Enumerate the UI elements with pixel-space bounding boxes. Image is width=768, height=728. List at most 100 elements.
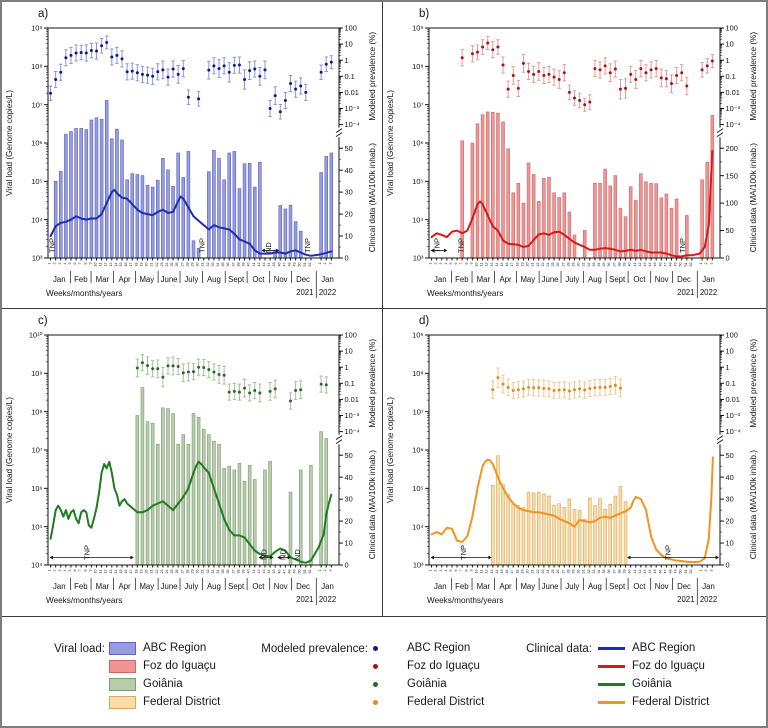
svg-text:39: 39 [623, 263, 627, 267]
svg-text:46: 46 [658, 570, 662, 574]
panel-c: 10⁴ 10⁵ 10⁶ 10⁷ 10⁸ 10⁹ 10¹⁰ 100 10 1 0.1 0.01 10⁻³ 1… [2, 309, 383, 616]
svg-text:7: 7 [78, 263, 82, 265]
svg-text:10⁹: 10⁹ [31, 24, 42, 33]
svg-text:24: 24 [165, 570, 169, 574]
svg-text:32: 32 [587, 263, 591, 267]
svg-text:48: 48 [669, 263, 673, 267]
axes [44, 27, 343, 261]
svg-text:51: 51 [684, 263, 688, 267]
svg-text:12: 12 [104, 263, 108, 267]
svg-text:July: July [184, 275, 198, 284]
viral-load-bars [460, 111, 715, 259]
svg-text:2: 2 [704, 570, 708, 572]
svg-text:35: 35 [602, 263, 606, 267]
svg-text:30: 30 [345, 188, 353, 197]
svg-text:10⁷: 10⁷ [32, 446, 43, 455]
legend-line-row-3: Federal District [598, 693, 709, 711]
svg-text:15: 15 [500, 263, 504, 267]
svg-text:5: 5 [449, 570, 453, 572]
svg-text:10⁶: 10⁶ [31, 139, 42, 148]
svg-text:0.1: 0.1 [726, 72, 736, 81]
svg-text:10: 10 [94, 570, 98, 574]
svg-text:26: 26 [556, 263, 560, 267]
svg-text:52: 52 [689, 263, 693, 267]
svg-text:52: 52 [689, 570, 693, 574]
svg-text:24: 24 [546, 263, 550, 267]
svg-text:38: 38 [617, 263, 621, 267]
svg-text:10⁷: 10⁷ [413, 407, 424, 416]
week-tick-labels: 1 2 3 4 5 6 7 8 9 10 11 12 13 14 15 16 17 18 19 20 21 22 23 24 2… [48, 263, 333, 267]
svg-text:52: 52 [308, 570, 312, 574]
svg-text:10⁻³: 10⁻³ [345, 104, 360, 113]
svg-text:25: 25 [551, 570, 555, 574]
svg-text:45: 45 [653, 570, 657, 574]
panel-grid: 10³ 10⁴ 10⁵ 10⁶ 10⁷ 10⁸ 10⁹ 100 10 1 0.1 0.01 10⁻³ 10… [2, 2, 766, 616]
svg-text:46: 46 [277, 263, 281, 267]
svg-text:June: June [542, 582, 559, 591]
svg-text:1: 1 [429, 570, 433, 572]
svg-text:10⁹: 10⁹ [31, 369, 42, 378]
svg-text:34: 34 [216, 570, 220, 574]
svg-text:10⁵: 10⁵ [31, 177, 42, 186]
svg-text:25: 25 [170, 570, 174, 574]
annotation-nd: ND [278, 549, 287, 560]
svg-text:51: 51 [303, 263, 307, 267]
viral-load-axis-title: Viral load (Genome copies/L) [386, 90, 395, 196]
year-2021-label: 2021 [677, 595, 694, 604]
week-tick-labels: 1 2 3 4 5 6 7 8 9 10 11 12 13 14 15 16 17 18 19 20 21 22 23 24 2… [48, 570, 333, 574]
svg-text:48: 48 [288, 570, 292, 574]
viral-load-swatch [109, 677, 136, 691]
svg-text:3: 3 [58, 263, 62, 265]
svg-text:6: 6 [73, 570, 77, 572]
svg-text:Oct: Oct [252, 275, 265, 284]
svg-text:9: 9 [469, 263, 473, 265]
svg-text:3: 3 [439, 263, 443, 265]
panel-d: 10³ 10⁴ 10⁵ 10⁶ 10⁷ 10⁸ 10⁹ 100 10 1 0.1 0.01 10⁻³ 10… [383, 309, 766, 616]
legend-region-label: Federal District [143, 696, 221, 708]
svg-text:31: 31 [582, 263, 586, 267]
svg-text:Aug: Aug [588, 275, 602, 284]
svg-text:Mar: Mar [477, 582, 491, 591]
svg-text:27: 27 [180, 263, 184, 267]
legend-prevalence-items: ABC Region Foz do Iguaçu Goiânia Federal Di… [373, 639, 484, 711]
axes [425, 27, 724, 261]
modeled-prevalence-points [48, 35, 334, 120]
svg-text:40: 40 [247, 570, 251, 574]
svg-text:11: 11 [99, 570, 103, 574]
legend-viral-load-items: ABC Region Foz do Iguaçu Goiânia Federal Di… [109, 639, 220, 711]
svg-text:7: 7 [459, 570, 463, 572]
svg-text:1: 1 [726, 56, 730, 65]
svg-text:39: 39 [242, 570, 246, 574]
svg-text:9: 9 [88, 263, 92, 265]
svg-text:23: 23 [541, 263, 545, 267]
annotations: TNP TNP ND TNP [48, 238, 312, 253]
svg-text:49: 49 [293, 263, 297, 267]
svg-text:21: 21 [531, 570, 535, 574]
svg-text:39: 39 [242, 263, 246, 267]
legend-region-label: Federal District [632, 696, 710, 708]
svg-text:2: 2 [434, 570, 438, 572]
legend-viral-load-title: Viral load: [54, 643, 105, 655]
svg-text:31: 31 [582, 570, 586, 574]
svg-text:1: 1 [726, 363, 730, 372]
svg-text:Feb: Feb [455, 275, 469, 284]
svg-text:2: 2 [434, 263, 438, 265]
svg-text:28: 28 [185, 570, 189, 574]
svg-text:40: 40 [247, 263, 251, 267]
svg-text:10⁶: 10⁶ [412, 446, 423, 455]
legend-region-label: Goiânia [143, 678, 183, 690]
svg-text:10³: 10³ [32, 254, 43, 263]
legend-line-row-1: Foz do Iguaçu [598, 657, 709, 675]
svg-text:Jan: Jan [434, 582, 447, 591]
svg-text:10⁸: 10⁸ [31, 62, 42, 71]
svg-text:38: 38 [236, 570, 240, 574]
annotation-tnp: TNP [82, 545, 91, 560]
svg-text:28: 28 [566, 263, 570, 267]
svg-text:26: 26 [556, 570, 560, 574]
svg-text:42: 42 [638, 570, 642, 574]
legend-dot-row-0: ABC Region [373, 639, 484, 657]
axes [44, 334, 343, 568]
svg-text:33: 33 [592, 570, 596, 574]
svg-text:2: 2 [53, 570, 57, 572]
